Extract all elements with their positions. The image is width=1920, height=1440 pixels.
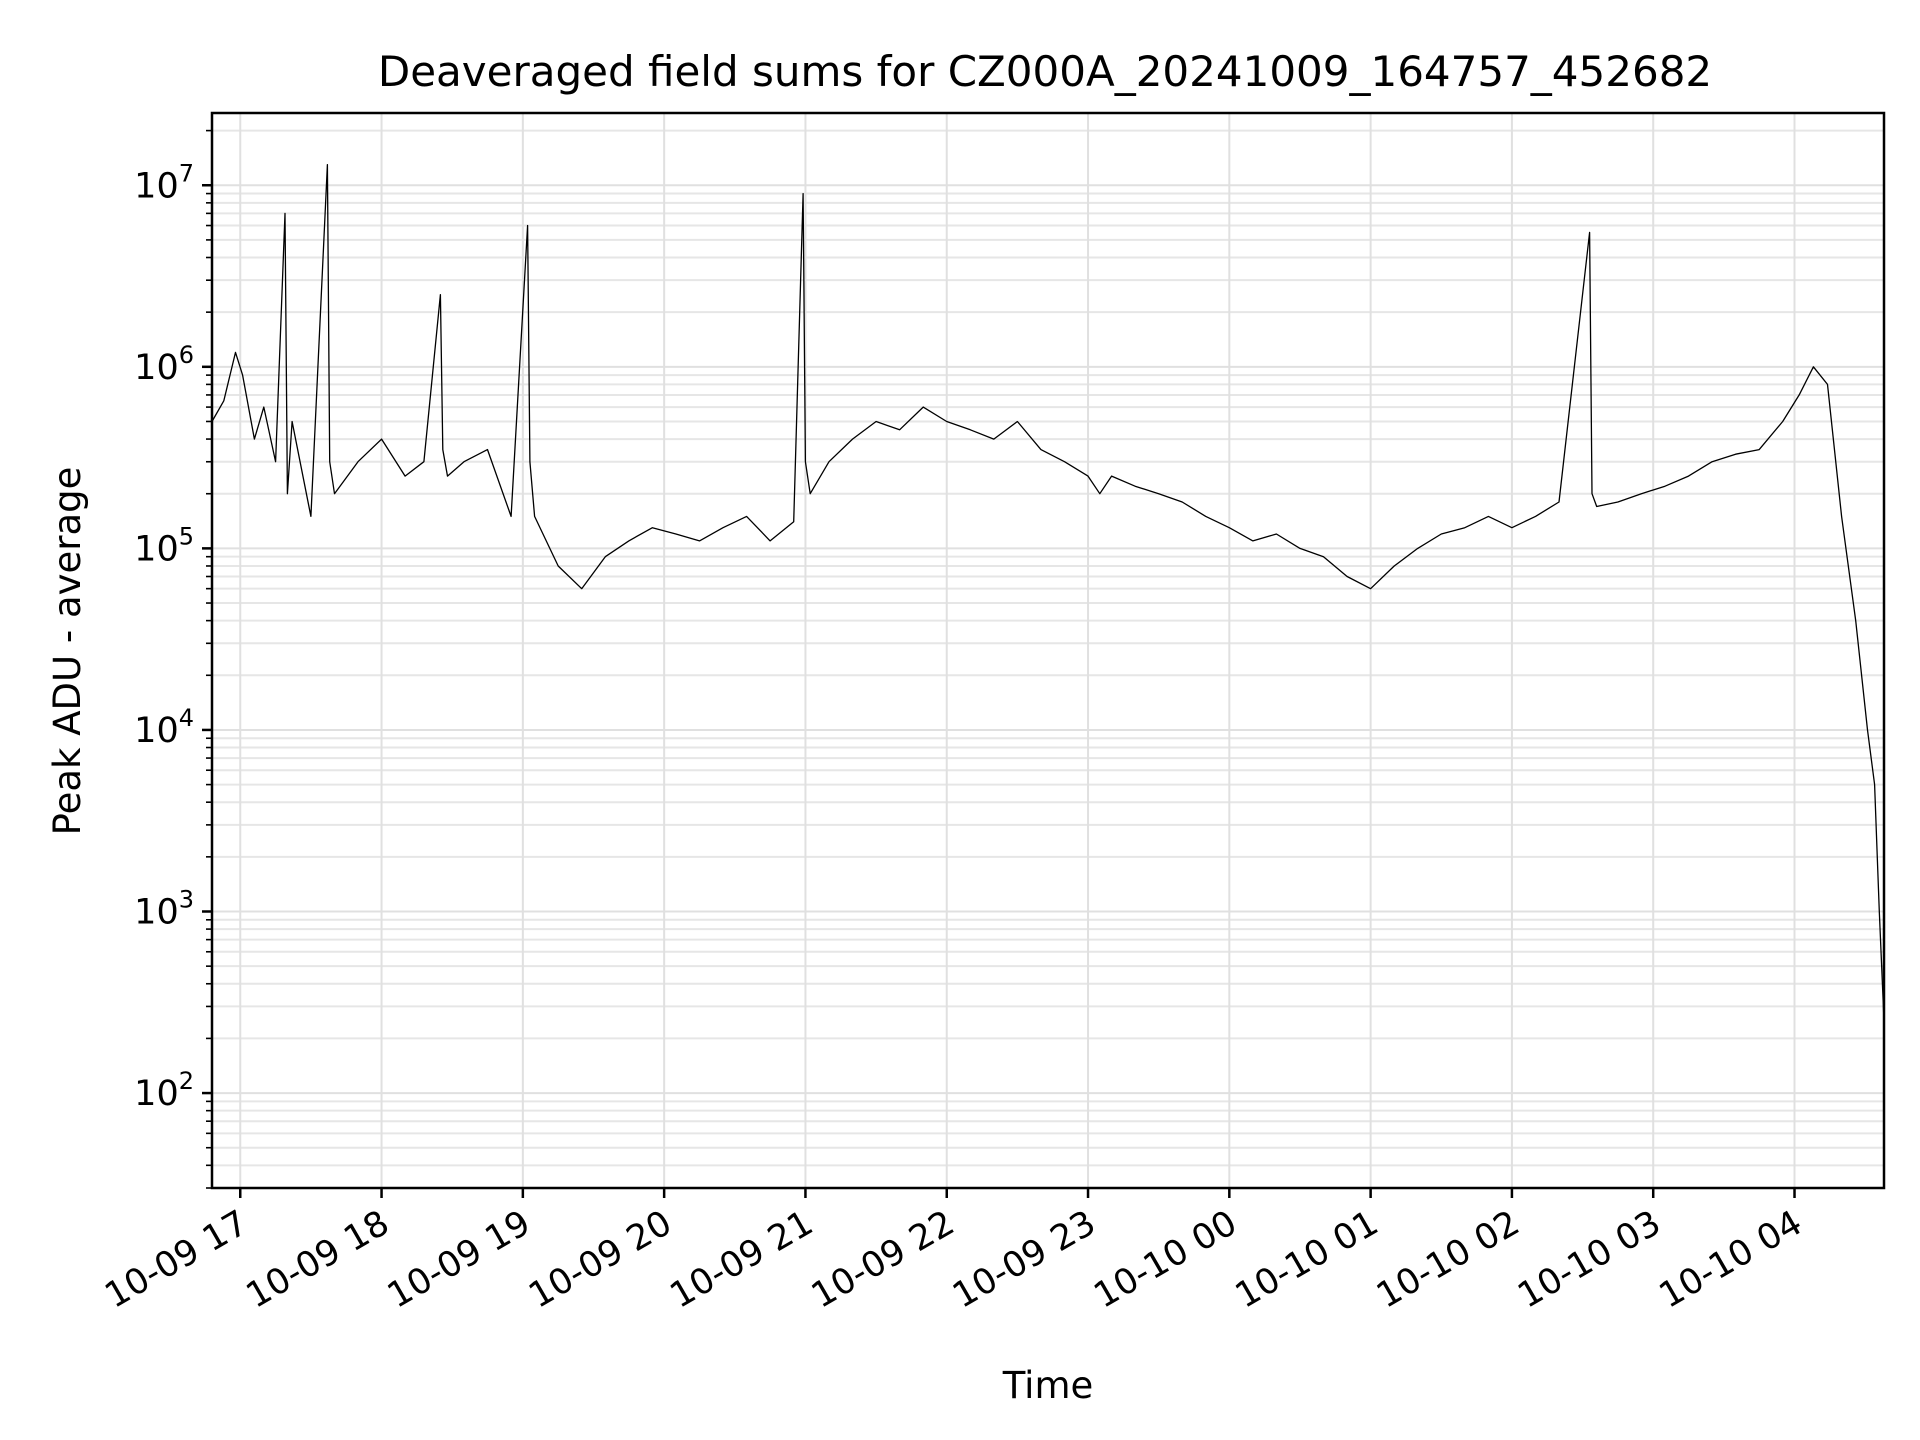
x-tick-label: 10-09 21 — [664, 1203, 820, 1316]
series-line — [211, 163, 1885, 1021]
x-tick-label: 10-09 22 — [805, 1203, 961, 1316]
x-tick-label: 10-09 17 — [98, 1203, 254, 1316]
grid — [212, 113, 1884, 1189]
x-tick-label: 10-09 19 — [381, 1203, 537, 1316]
x-tick-label: 10-10 03 — [1511, 1203, 1667, 1316]
y-tick-label: 103 — [134, 886, 194, 933]
y-tick-label: 107 — [134, 159, 194, 206]
y-axis: 102 103 104 105 106 107 — [134, 129, 212, 1189]
x-tick-label: 10-09 20 — [522, 1203, 678, 1316]
x-tick-label: 10-10 01 — [1229, 1203, 1385, 1316]
chart-title: Deaveraged field sums for CZ000A_2024100… — [378, 47, 1712, 96]
y-tick-label: 104 — [134, 704, 194, 751]
x-tick-label: 10-10 02 — [1370, 1203, 1526, 1316]
y-tick-label: 105 — [134, 522, 194, 569]
x-tick-label: 10-10 04 — [1653, 1203, 1809, 1316]
plot-frame — [210, 111, 1886, 1190]
x-tick-label: 10-09 23 — [946, 1203, 1102, 1316]
y-tick-label: 102 — [134, 1067, 194, 1114]
x-axis-label: Time — [1002, 1364, 1094, 1407]
x-tick-label: 10-10 00 — [1088, 1203, 1244, 1316]
y-tick-label: 106 — [134, 341, 194, 388]
x-tick-label: 10-09 18 — [240, 1203, 396, 1316]
y-axis-label: Peak ADU - average — [46, 467, 89, 836]
